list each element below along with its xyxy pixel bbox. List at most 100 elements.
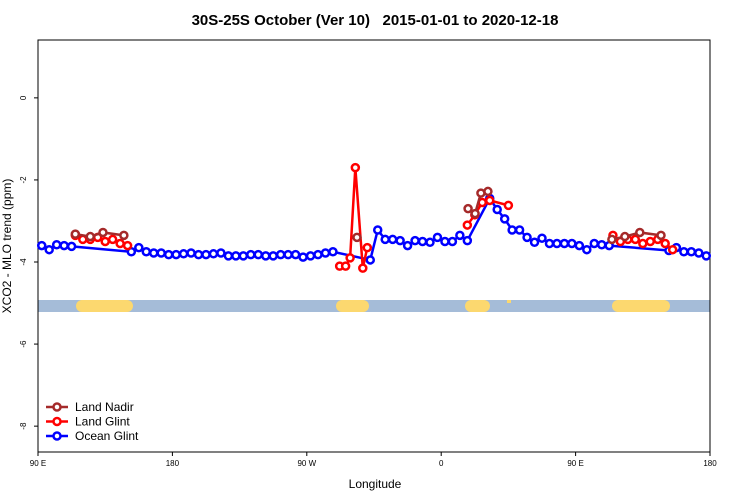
data-point: [107, 234, 118, 245]
x-tick-label: 90 E: [30, 459, 46, 468]
data-point: [544, 238, 555, 249]
data-point: [115, 238, 125, 249]
x-tick-label: 180: [703, 459, 717, 468]
data-point: [507, 225, 517, 235]
data-point: [148, 248, 159, 258]
data-point: [350, 162, 361, 173]
chart-title: 30S-25S October (Ver 10) 2015-01-01 to 2…: [192, 12, 559, 29]
data-point: [231, 251, 241, 261]
plot-area: [36, 162, 712, 273]
data-point: [483, 186, 493, 197]
x-tick-label: 90 W: [297, 459, 316, 468]
data-point: [470, 208, 480, 219]
data-point: [686, 246, 697, 257]
x-tick-label: 0: [439, 459, 444, 468]
data-point: [380, 234, 390, 245]
data-point: [193, 249, 204, 260]
data-point: [567, 238, 577, 249]
data-point: [260, 251, 271, 261]
data-point: [529, 237, 540, 248]
data-point: [290, 249, 301, 260]
y-tick-label: -2: [19, 176, 28, 184]
data-point: [635, 227, 645, 238]
data-point: [208, 249, 219, 259]
data-point: [620, 231, 630, 242]
data-point: [59, 240, 69, 251]
data-point: [514, 225, 525, 235]
data-point: [372, 225, 383, 235]
data-point: [559, 238, 570, 249]
data-point: [70, 229, 81, 239]
data-point: [596, 240, 607, 250]
y-tick-label: 0: [19, 95, 28, 100]
land-ocean-strip: [38, 300, 710, 312]
legend-marker: [52, 416, 62, 427]
data-point: [463, 203, 473, 214]
data-point: [313, 249, 323, 260]
data-point: [395, 235, 405, 246]
data-point: [630, 234, 641, 245]
data-point: [552, 238, 562, 249]
data-point: [98, 227, 108, 238]
data-point: [216, 248, 226, 258]
data-point: [122, 240, 133, 251]
y-tick-label: -6: [19, 340, 28, 348]
data-point: [503, 200, 514, 211]
data-point: [582, 244, 592, 255]
legend-marker: [52, 402, 62, 412]
data-point: [36, 240, 47, 251]
data-point: [694, 248, 704, 258]
data-point: [656, 230, 666, 241]
data-point: [141, 246, 152, 257]
data-point: [352, 232, 362, 243]
data-point: [417, 236, 428, 247]
data-point: [701, 251, 712, 261]
x-tick-label: 180: [166, 459, 180, 468]
data-point: [305, 251, 316, 261]
data-point: [462, 235, 473, 246]
data-point: [340, 261, 351, 271]
data-point: [171, 249, 181, 260]
data-point: [679, 246, 689, 257]
data-point: [328, 246, 338, 257]
data-point: [660, 238, 670, 249]
data-point: [387, 234, 398, 245]
data-point: [283, 249, 293, 260]
x-tick-label: 90 E: [567, 459, 583, 468]
y-tick-label: -4: [19, 258, 28, 266]
data-point: [66, 241, 77, 252]
data-point: [275, 249, 286, 260]
data-point: [238, 251, 249, 261]
data-point: [100, 236, 110, 247]
data-point: [589, 238, 600, 249]
data-point: [447, 236, 458, 247]
y-tick-label: -8: [19, 422, 28, 430]
data-point: [462, 220, 473, 230]
data-point: [522, 232, 532, 243]
data-point: [134, 242, 144, 253]
data-point: [440, 236, 450, 247]
data-point: [298, 252, 308, 262]
data-point: [320, 248, 331, 258]
data-point: [186, 248, 196, 258]
data-point: [178, 249, 189, 259]
data-point: [645, 236, 656, 247]
data-point: [537, 233, 547, 243]
data-point: [362, 242, 373, 253]
data-point: [410, 235, 420, 246]
series-line: [75, 190, 662, 241]
data-point: [607, 234, 617, 245]
data-point: [201, 249, 211, 260]
data-point: [425, 237, 435, 248]
data-point: [156, 248, 166, 258]
data-point: [638, 238, 648, 249]
data-point: [455, 230, 465, 241]
data-point: [163, 249, 174, 260]
legend-label: Land Glint: [75, 415, 130, 429]
data-point: [44, 244, 54, 255]
data-point: [345, 253, 355, 263]
data-point: [432, 232, 443, 243]
data-point: [365, 255, 376, 265]
data-point: [119, 230, 129, 241]
